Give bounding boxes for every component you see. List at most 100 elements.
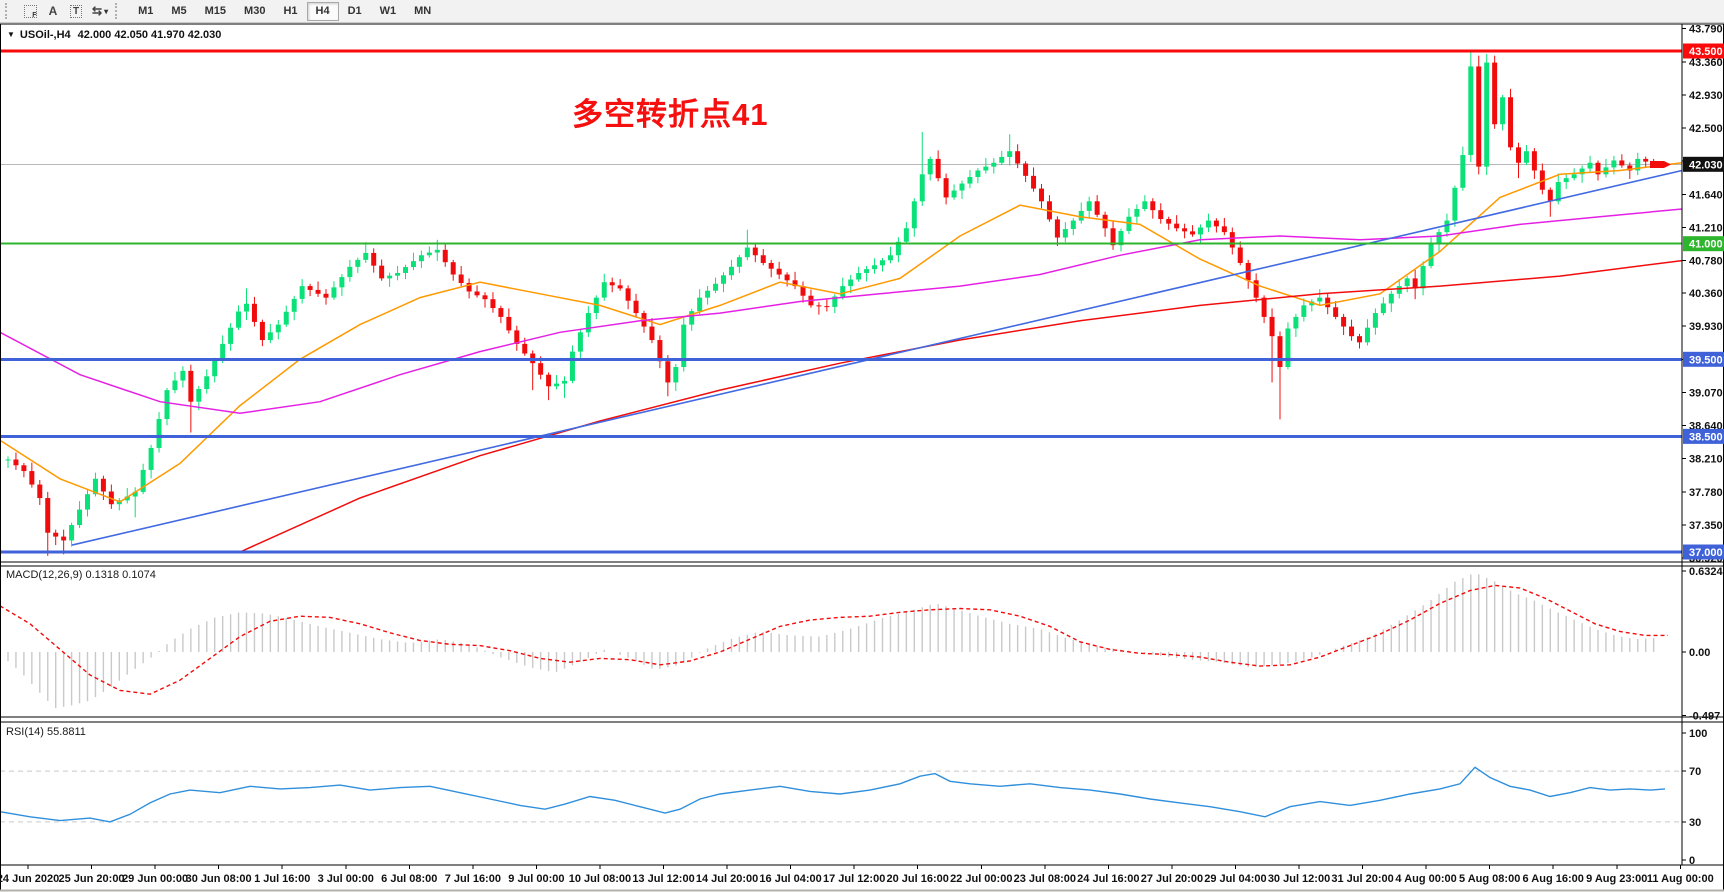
- macd-scale[interactable]: 0.6324 0.00 -0.497: [1682, 566, 1724, 723]
- toolbar-grip[interactable]: [115, 3, 124, 19]
- price-tick-label: 42.500: [1689, 123, 1723, 135]
- price-label-box[interactable]: [1683, 428, 1724, 444]
- moving-averages: [0, 162, 1683, 553]
- candle-body: [713, 283, 719, 291]
- price-label-box[interactable]: [1683, 236, 1724, 252]
- candle-body: [212, 360, 218, 377]
- candle-body: [1007, 151, 1013, 157]
- candle-body: [1110, 228, 1116, 246]
- candle-body: [514, 330, 520, 344]
- candle-body: [736, 257, 742, 267]
- rsi-scale[interactable]: 100 70 30 0: [1682, 728, 1707, 867]
- candle-body: [92, 478, 98, 495]
- timeframe-button-mn[interactable]: MN: [405, 2, 440, 21]
- symbol-dropdown-icon[interactable]: ▼: [7, 30, 15, 39]
- candle-body: [856, 272, 862, 280]
- chevron-down-icon: ▾: [104, 6, 109, 16]
- time-tick-label: 7 Jul 16:00: [445, 873, 501, 885]
- label-tool-button[interactable]: A: [42, 2, 64, 21]
- candle-body: [538, 363, 544, 375]
- time-tick-label: 9 Aug 23:00: [1586, 873, 1647, 885]
- ma-fast-orange[interactable]: [0, 162, 1683, 503]
- candle-body: [911, 201, 917, 229]
- timeframe-button-m30[interactable]: M30: [235, 2, 274, 21]
- candle-body: [1516, 147, 1521, 163]
- candle-body: [1198, 227, 1203, 235]
- rsi-tick-label: 100: [1689, 728, 1707, 740]
- price-label-text[interactable]: 43.500: [1689, 46, 1723, 58]
- chart-surface[interactable]: 43.79043.36042.93042.50042.07041.64041.2…: [0, 23, 1724, 892]
- timeframe-button-h4[interactable]: H4: [306, 1, 339, 21]
- candle-body: [1253, 280, 1259, 298]
- candle-body: [323, 293, 329, 298]
- price-label-box[interactable]: [1683, 156, 1724, 172]
- timeframe-button-m5[interactable]: M5: [162, 2, 195, 21]
- blue-trendline[interactable]: [71, 169, 1683, 546]
- candle-body: [29, 471, 35, 485]
- ma-mid-magenta[interactable]: [0, 208, 1683, 415]
- candle-body: [609, 282, 615, 286]
- candle-body: [522, 343, 528, 354]
- candle-body: [705, 290, 711, 298]
- candle-body: [991, 162, 997, 167]
- timeframe-button-m15[interactable]: M15: [196, 2, 235, 21]
- time-tick-label: 14 Jul 20:00: [696, 873, 758, 885]
- candle-body: [895, 241, 901, 256]
- timeframe-button-h1[interactable]: H1: [274, 2, 306, 21]
- candle-body: [1349, 326, 1355, 337]
- candle-body: [832, 296, 838, 307]
- annotation-text[interactable]: 多空转折点41: [572, 97, 769, 132]
- time-tick-label: 24 Jul 16:00: [1077, 873, 1139, 885]
- candle-body: [927, 158, 933, 175]
- price-label-text[interactable]: 39.500: [1689, 354, 1723, 366]
- price-label-text[interactable]: 38.500: [1689, 431, 1723, 443]
- candle-body: [1595, 162, 1601, 175]
- candle-body: [903, 228, 909, 242]
- timeframe-button-w1[interactable]: W1: [371, 2, 406, 21]
- timeframe-button-m1[interactable]: M1: [129, 2, 162, 21]
- candle-body: [1062, 229, 1068, 238]
- price-label-text[interactable]: 42.030: [1689, 159, 1723, 171]
- price-label-box[interactable]: [1683, 544, 1724, 560]
- candle-body: [983, 166, 989, 171]
- candle-body: [975, 170, 981, 178]
- time-tick-label: 6 Aug 16:00: [1523, 873, 1584, 885]
- candle-body: [1205, 220, 1211, 228]
- price-label-text[interactable]: 41.000: [1689, 239, 1723, 251]
- candle-body: [1325, 297, 1331, 308]
- candle-body: [1436, 232, 1442, 244]
- price-label-box[interactable]: [1683, 351, 1724, 367]
- price-label-text[interactable]: 37.000: [1689, 547, 1723, 559]
- time-tick-label: 29 Jul 04:00: [1204, 873, 1266, 885]
- toolbar-grip[interactable]: [5, 3, 14, 19]
- trendline[interactable]: [71, 169, 1683, 546]
- candle-body: [768, 262, 774, 269]
- candle-body: [840, 286, 846, 297]
- candle-body: [466, 283, 472, 292]
- candle-body: [689, 311, 695, 325]
- horizontal-levels[interactable]: [0, 49, 1682, 554]
- candle-body: [1484, 62, 1490, 167]
- price-label-box[interactable]: [1683, 43, 1724, 59]
- candle-body: [156, 419, 162, 448]
- macd-indicator: [0, 574, 1668, 709]
- candle-body: [848, 279, 854, 287]
- objects-arrows-button[interactable]: ⇆ ▾: [88, 2, 112, 21]
- chart-window: 43.79043.36042.93042.50042.07041.64041.2…: [0, 23, 1724, 892]
- ma-slow-red[interactable]: [239, 259, 1683, 553]
- candle-body: [474, 291, 480, 296]
- candle-body: [1555, 182, 1561, 202]
- candle-body: [744, 247, 750, 258]
- candle-body: [21, 465, 27, 472]
- timeframe-button-d1[interactable]: D1: [339, 2, 371, 21]
- time-tick-label: 25 Jun 20:00: [59, 873, 125, 885]
- price-arrow-icon: [1650, 161, 1671, 168]
- candle-body: [490, 299, 496, 309]
- chart-grid-tool-button[interactable]: F: [19, 2, 41, 21]
- textbox-tool-button[interactable]: T: [65, 2, 87, 21]
- candle-body: [1070, 220, 1076, 230]
- candle-body: [339, 277, 345, 288]
- macd-tick-label: 0.00: [1689, 647, 1710, 659]
- price-scale[interactable]: 43.79043.36042.93042.50042.07041.64041.2…: [1682, 24, 1724, 566]
